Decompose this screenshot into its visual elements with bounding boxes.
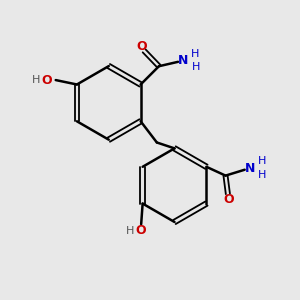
Text: O: O xyxy=(136,40,147,53)
Text: H: H xyxy=(191,62,200,72)
Text: O: O xyxy=(223,193,234,206)
Text: H: H xyxy=(126,226,134,236)
Text: H: H xyxy=(32,75,40,85)
Text: H: H xyxy=(258,157,266,166)
Text: H: H xyxy=(258,170,266,180)
Text: O: O xyxy=(42,74,52,87)
Text: H: H xyxy=(191,49,199,58)
Text: N: N xyxy=(178,54,188,67)
Text: N: N xyxy=(245,162,255,175)
Text: O: O xyxy=(136,224,146,237)
